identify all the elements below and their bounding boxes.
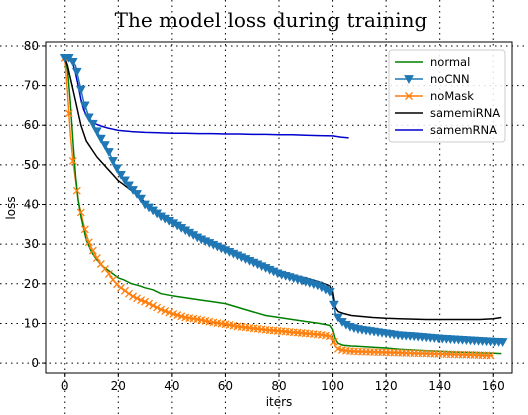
series-point-noCNN <box>99 141 110 151</box>
series-point-noCNN <box>87 119 98 129</box>
series-point-noMask <box>145 299 154 308</box>
x-axis: 0 20 40 60 80 100 120 140 160 <box>61 373 505 393</box>
x-tick-label: 100 <box>321 379 344 393</box>
series-point-noCNN <box>91 127 102 137</box>
series-point-noCNN <box>497 338 508 348</box>
series-point-noCNN <box>116 170 126 180</box>
series-point-noMask <box>149 301 158 310</box>
legend-box <box>388 49 506 143</box>
chart-title: The model loss during training <box>115 8 428 32</box>
y-tick-label: 0 <box>31 356 39 370</box>
series-point-noCNN <box>136 194 146 204</box>
series-point-noCNN <box>108 157 118 166</box>
series-point-noCNN <box>79 101 90 111</box>
series-point-noMask <box>133 294 142 303</box>
legend-label-noCNN: noCNN <box>430 72 470 86</box>
y-tick-label: 40 <box>24 198 39 212</box>
series-point-noMask <box>92 254 101 263</box>
x-axis-label: iters <box>266 395 293 409</box>
series-point-noCNN <box>83 113 94 123</box>
y-axis: 0 10 20 30 40 50 60 70 80 <box>24 39 46 370</box>
x-tick-label: 140 <box>428 379 451 393</box>
series-point-noCNN <box>132 190 142 199</box>
series-point-noMask <box>486 351 495 360</box>
y-tick-label: 80 <box>24 39 39 53</box>
series-markers <box>59 53 508 360</box>
series-point-noMask <box>100 264 109 273</box>
y-tick-label: 70 <box>24 79 39 93</box>
series-point-noMask <box>153 303 162 312</box>
series-point-noCNN <box>104 148 114 158</box>
series-point-noMask <box>80 225 89 234</box>
series-point-noCNN <box>124 181 134 191</box>
series-point-noMask <box>88 246 97 255</box>
series-point-noMask <box>84 238 93 247</box>
y-tick-label: 60 <box>24 118 39 132</box>
series-point-noMask <box>104 269 113 278</box>
x-tick-label: 80 <box>271 379 286 393</box>
series-point-noMask <box>325 332 334 341</box>
y-tick-label: 50 <box>24 158 39 172</box>
x-tick-label: 120 <box>375 379 398 393</box>
series-point-noCNN <box>324 287 335 297</box>
legend-label-noMask: noMask <box>430 89 474 103</box>
series-point-noCNN <box>328 300 339 310</box>
legend-label-samemRNA: samemRNA <box>430 123 497 137</box>
series-point-noMask <box>141 297 150 306</box>
series-point-noCNN <box>332 313 343 323</box>
x-tick-label: 160 <box>482 379 505 393</box>
x-tick-label: 60 <box>218 379 233 393</box>
series-point-noMask <box>117 283 125 292</box>
series-point-noCNN <box>112 164 122 174</box>
series-point-noMask <box>72 186 81 195</box>
legend-marker-noCNN <box>404 75 414 85</box>
x-tick-label: 0 <box>61 379 69 393</box>
series-point-noCNN <box>67 57 78 67</box>
y-tick-label: 30 <box>24 237 39 251</box>
series-line-samemRNA <box>64 57 349 139</box>
series-point-noMask <box>125 289 133 298</box>
series-point-noMask <box>129 292 137 301</box>
series-point-noCNN <box>75 85 86 95</box>
series-point-noMask <box>121 286 129 295</box>
series-point-noMask <box>64 109 73 118</box>
legend-label-normal: normal <box>430 55 470 69</box>
y-tick-label: 20 <box>24 277 39 291</box>
series-point-noCNN <box>95 134 106 144</box>
x-tick-label: 20 <box>111 379 126 393</box>
y-axis-label: loss <box>4 196 18 219</box>
series-point-noMask <box>329 337 338 346</box>
series-point-noCNN <box>71 67 82 77</box>
x-tick-label: 40 <box>164 379 179 393</box>
legend-label-samemiRNA: samemiRNA <box>430 106 500 120</box>
legend: normal noCNN noMask samemiRNA samemRNA <box>388 49 506 143</box>
series-point-noMask <box>76 208 85 217</box>
y-tick-label: 10 <box>24 316 39 330</box>
series-point-noCNN <box>120 176 130 186</box>
series-point-noMask <box>96 260 105 268</box>
legend-marker-noMask <box>405 92 413 100</box>
series-point-noMask <box>68 156 77 165</box>
